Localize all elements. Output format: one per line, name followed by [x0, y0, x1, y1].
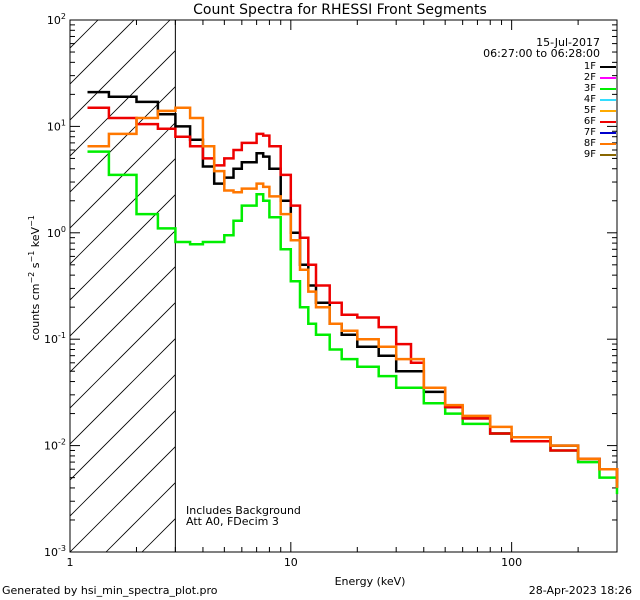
chart-title: Count Spectra for RHESSI Front Segments — [193, 2, 487, 18]
hatch-line — [70, 446, 176, 552]
observation-date: 15-Jul-2017 — [536, 36, 600, 49]
series-line-6F — [87, 106, 619, 483]
legend-label: 4F — [583, 94, 596, 105]
x-axis-label: Energy (keV) — [334, 575, 406, 588]
legend-label: 8F — [583, 138, 596, 149]
annotation-background: Includes Background — [186, 504, 301, 517]
hatch-line — [70, 194, 176, 301]
legend-label: 2F — [583, 72, 596, 83]
legend-label: 9F — [583, 149, 596, 160]
x-tick-label: 100 — [501, 556, 522, 569]
series-line-1F — [87, 90, 619, 488]
legend-entry-3F: 3F — [582, 83, 616, 94]
legend-swatch — [600, 65, 616, 68]
y-tick-label: 10-2 — [44, 438, 66, 453]
footer-timestamp: 28-Apr-2023 18:26 — [528, 584, 632, 597]
hatch-line — [70, 374, 176, 481]
legend-entry-5F: 5F — [582, 105, 616, 116]
legend-entry-9F: 9F — [582, 149, 616, 160]
legend-entry-8F: 8F — [582, 138, 616, 149]
legend-swatch — [600, 98, 616, 101]
hatch-line — [70, 410, 176, 517]
x-tick-label: 10 — [284, 556, 298, 569]
legend-entry-1F: 1F — [582, 61, 616, 72]
legend-swatch — [600, 87, 616, 90]
hatch-line — [70, 158, 176, 265]
legend-swatch — [600, 142, 616, 145]
series-line-8F — [87, 106, 619, 488]
annotation-attenuator: Att A0, FDecim 3 — [186, 515, 279, 528]
hatch-region — [0, 20, 640, 552]
y-tick-label: 102 — [47, 12, 66, 27]
hatch-line — [70, 230, 176, 337]
legend-label: 7F — [583, 127, 596, 138]
legend-entry-7F: 7F — [582, 127, 616, 138]
x-tick-label: 1 — [67, 556, 74, 569]
legend-label: 5F — [583, 105, 596, 116]
hatch-line — [141, 518, 176, 552]
legend-label: 3F — [583, 83, 596, 94]
hatch-line — [70, 50, 176, 157]
hatch-line — [70, 338, 176, 445]
legend-swatch — [600, 131, 616, 134]
hatch-line — [70, 302, 176, 409]
legend-label: 1F — [583, 61, 596, 72]
legend-swatch — [600, 120, 616, 123]
legend-swatch — [600, 153, 616, 156]
footer-generator: Generated by hsi_min_spectra_plot.pro — [2, 584, 218, 597]
hatch-line — [70, 266, 176, 373]
y-tick-label: 10-1 — [44, 331, 66, 346]
time-range: 06:27:00 to 06:28:00 — [483, 47, 600, 60]
legend-entry-2F: 2F — [582, 72, 616, 83]
hatch-line — [70, 86, 176, 193]
hatch-line — [178, 20, 640, 552]
y-tick-label: 100 — [47, 225, 66, 240]
hatch-line — [70, 20, 99, 49]
legend-entry-4F: 4F — [582, 94, 616, 105]
hatch-line — [105, 482, 176, 552]
hatch-line — [0, 20, 26, 552]
plot-frame — [69, 19, 618, 553]
legend-swatch — [600, 109, 616, 112]
y-axis-label: counts cm−2 s−1 keV−1 — [27, 215, 42, 341]
legend-entry-6F: 6F — [582, 116, 616, 127]
legend-label: 6F — [583, 116, 596, 127]
y-tick-label: 101 — [47, 118, 66, 133]
hatch-line — [214, 20, 640, 552]
y-tick-label: 10-3 — [44, 544, 66, 559]
hatch-line — [502, 20, 640, 552]
hatch-line — [70, 20, 171, 121]
legend-swatch — [600, 76, 616, 79]
